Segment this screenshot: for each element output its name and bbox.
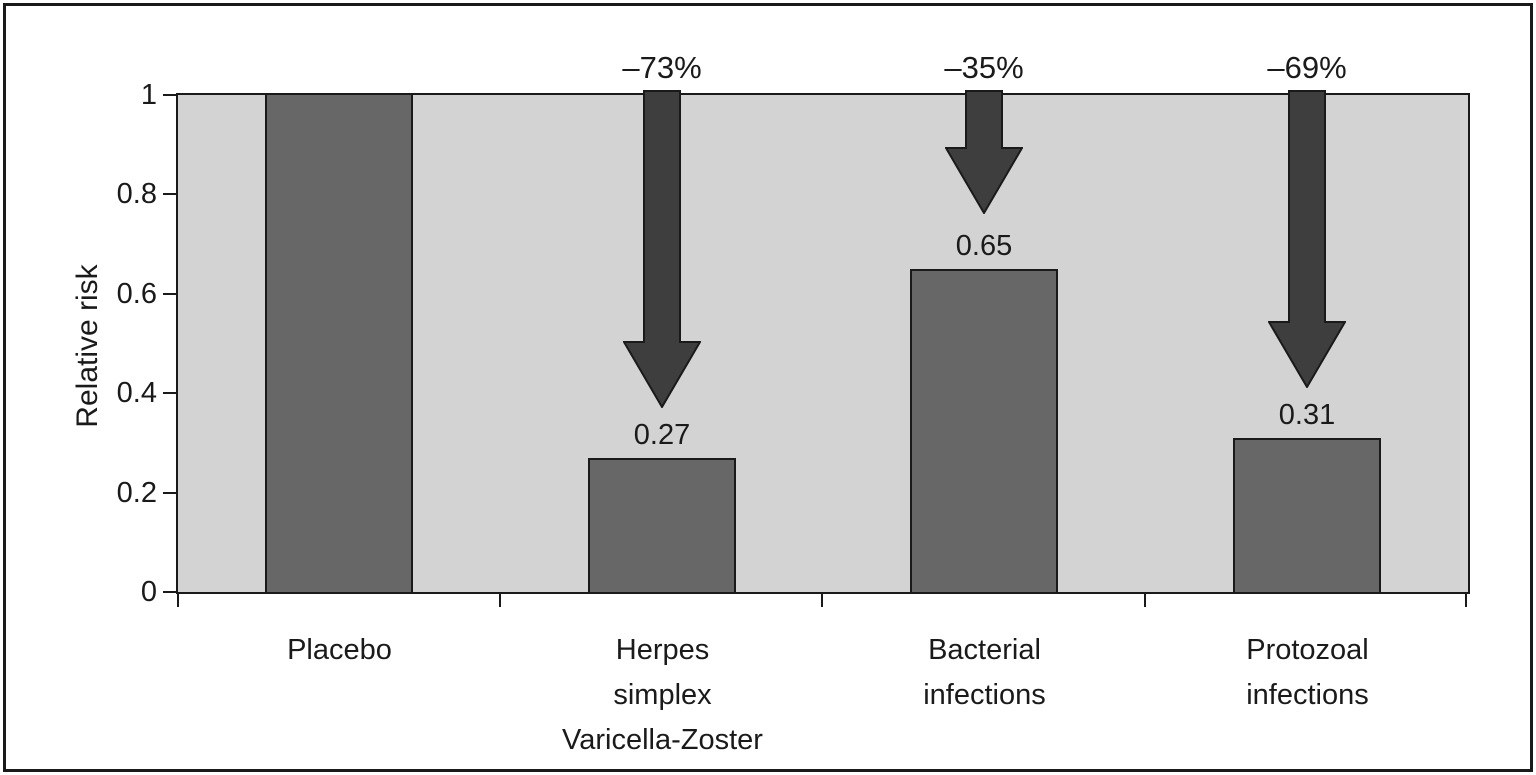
- bar: [588, 458, 736, 594]
- y-axis-tick-label: 0.6: [116, 278, 157, 310]
- arrow-percent-label: –69%: [1267, 50, 1347, 85]
- down-arrow-icon: [1268, 90, 1346, 388]
- x-axis-category-label: Bacterial infections: [923, 634, 1046, 711]
- bar-value-label: 0.31: [1278, 399, 1336, 431]
- x-axis-tick: [499, 594, 501, 607]
- y-axis-tick: [163, 94, 176, 96]
- bar-value-label: 0.27: [633, 419, 691, 451]
- bar: [265, 93, 413, 594]
- x-axis-category-label: Protozoal infections: [1246, 634, 1369, 711]
- y-axis-tick-label: 0.2: [116, 477, 157, 509]
- down-arrow-icon: [623, 90, 701, 408]
- y-axis-tick: [163, 591, 176, 593]
- bar: [910, 269, 1058, 594]
- y-axis-tick: [163, 492, 176, 494]
- arrow-percent-label: –73%: [622, 50, 702, 85]
- down-arrow-icon: [945, 90, 1023, 214]
- x-axis-tick: [177, 594, 179, 607]
- y-axis-tick: [163, 293, 176, 295]
- x-axis-tick: [1144, 594, 1146, 607]
- y-axis-tick-label: 0: [140, 576, 157, 608]
- y-axis-tick: [163, 392, 176, 394]
- y-axis-tick-label: 0.8: [116, 178, 157, 210]
- bar: [1233, 438, 1381, 594]
- y-axis-tick: [163, 193, 176, 195]
- bar-value-label: 0.65: [955, 230, 1013, 262]
- x-axis-tick: [821, 594, 823, 607]
- y-axis-tick-label: 1: [140, 79, 157, 111]
- arrow-percent-label: –35%: [944, 50, 1024, 85]
- x-axis-category-label: Placebo: [287, 634, 392, 666]
- x-axis-tick: [1465, 594, 1467, 607]
- x-axis-category-label: Herpes simplex Varicella-Zoster: [562, 634, 763, 756]
- y-axis-tick-label: 0.4: [116, 377, 157, 409]
